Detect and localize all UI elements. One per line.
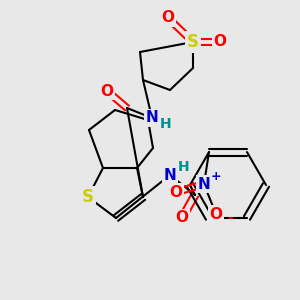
Text: O: O — [209, 207, 223, 222]
Text: N: N — [164, 167, 176, 182]
Text: O: O — [176, 211, 188, 226]
Text: S: S — [187, 33, 199, 51]
Text: +: + — [211, 169, 221, 183]
Text: O: O — [161, 11, 175, 26]
Text: O: O — [100, 83, 113, 98]
Text: N: N — [146, 110, 158, 125]
Text: N: N — [198, 177, 210, 192]
Text: -: - — [227, 211, 233, 225]
Text: H: H — [160, 117, 172, 131]
Text: S: S — [82, 188, 94, 206]
Text: H: H — [178, 160, 190, 174]
Text: O: O — [169, 184, 182, 200]
Text: O: O — [214, 34, 226, 50]
